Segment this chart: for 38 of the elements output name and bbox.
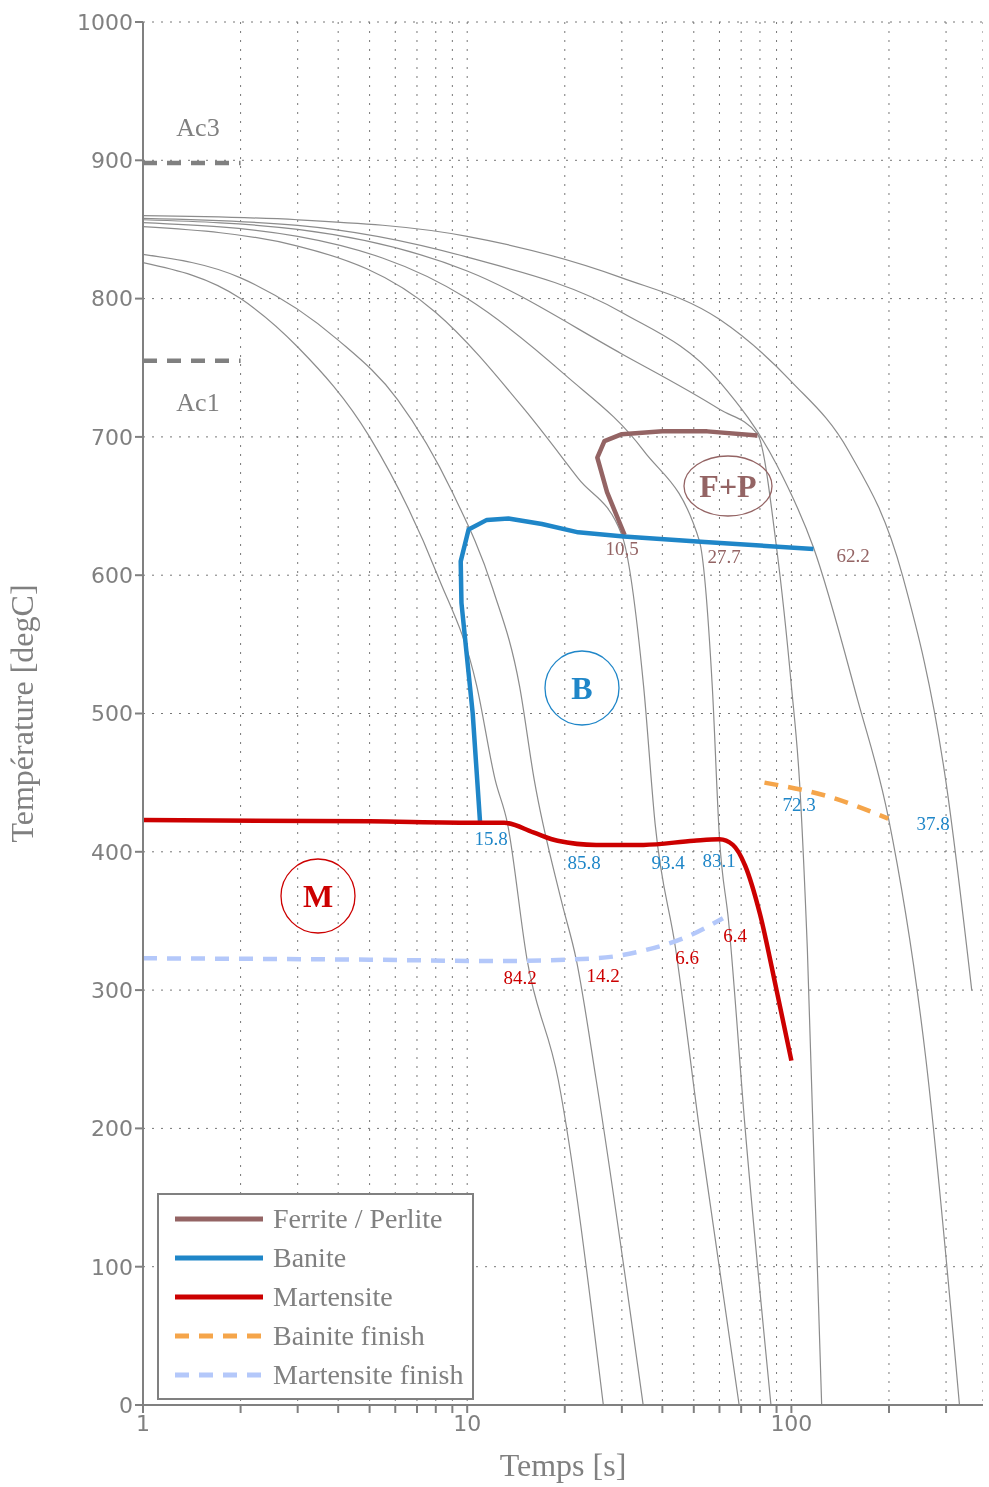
legend-label: Martensite finish	[273, 1358, 464, 1391]
x-tick-label: 100	[770, 1410, 813, 1436]
y-tick-label: 1000	[77, 9, 133, 35]
y-tick-label: 100	[91, 1254, 133, 1280]
annotation: 14.2	[586, 964, 620, 986]
y-tick-label: 800	[91, 286, 133, 312]
legend-label: Ferrite / Perlite	[273, 1202, 443, 1235]
annotation: F+P	[699, 468, 757, 504]
y-axis-title: Température [degC]	[4, 584, 41, 843]
y-tick-label: 200	[91, 1116, 133, 1142]
annotation: 6.4	[723, 924, 747, 946]
annotation: 62.2	[836, 544, 870, 566]
y-tick-label: 0	[119, 1392, 133, 1418]
y-tick-label: 900	[91, 148, 133, 174]
legend-label: Martensite	[273, 1280, 393, 1313]
x-axis-title: Temps [s]	[499, 1447, 627, 1483]
x-tick-label: 1	[136, 1410, 150, 1436]
annotation: 93.4	[651, 851, 685, 873]
annotation: 37.8	[916, 812, 950, 834]
y-tick-label: 600	[91, 563, 133, 589]
annotation: 15.8	[474, 827, 508, 849]
y-tick-label: 500	[91, 701, 133, 727]
annotation: 84.2	[503, 966, 537, 988]
annotation: B	[571, 670, 593, 706]
annotation: M	[302, 878, 334, 914]
legend-label: Bainite finish	[273, 1319, 425, 1352]
y-tick-label: 300	[91, 977, 133, 1003]
annotation: 85.8	[567, 851, 601, 873]
annotation: 27.7	[707, 545, 741, 567]
annotation: Ac3	[176, 113, 220, 142]
x-tick-label: 10	[453, 1410, 482, 1436]
annotation: 72.3	[782, 793, 816, 815]
y-tick-label: 400	[91, 839, 133, 865]
annotation: 83.1	[702, 849, 736, 871]
annotation: 6.6	[675, 946, 699, 968]
y-tick-label: 700	[91, 424, 133, 450]
annotation: Ac1	[176, 388, 220, 417]
legend-label: Banite	[273, 1241, 347, 1274]
